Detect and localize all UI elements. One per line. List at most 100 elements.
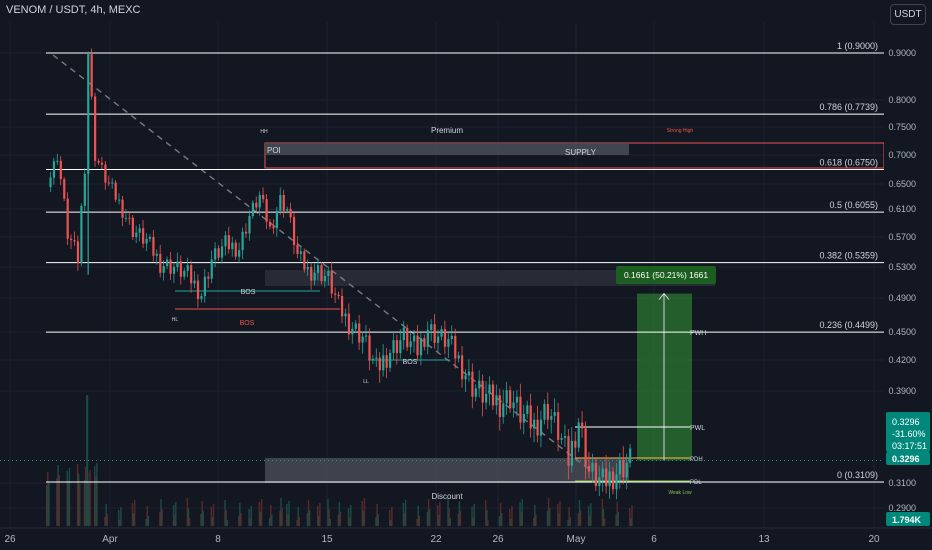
volume-bar: [630, 518, 632, 526]
candle-body: [104, 164, 107, 183]
candle-body: [114, 182, 117, 200]
candle-body: [323, 276, 327, 282]
volume-bar: [557, 504, 559, 526]
volume-bar: [202, 511, 204, 526]
volume-bar: [105, 504, 107, 526]
chart-title: VENOM / USDT, 4h, MEXC: [6, 4, 141, 16]
volume-bar: [66, 471, 68, 526]
candle-body: [162, 266, 165, 273]
fib-level-label: 0 (0.3109): [837, 470, 878, 480]
volume-bar: [448, 508, 450, 526]
candle-body: [570, 440, 573, 466]
candle-body: [450, 335, 453, 339]
candle-body: [330, 270, 333, 294]
candle-body: [63, 179, 66, 199]
volume-bar: [389, 510, 391, 526]
volume-bar: [119, 520, 121, 526]
candle-body: [196, 280, 200, 300]
projection-label-box: [616, 266, 716, 284]
candle-body: [49, 177, 52, 188]
volume-bar: [426, 512, 429, 526]
candle-body: [121, 199, 124, 218]
volume-bar: [307, 500, 310, 526]
volume-bar: [350, 505, 352, 526]
candle-body: [419, 338, 423, 356]
candle-body: [454, 335, 457, 359]
volume-bar: [329, 519, 331, 526]
volume-bar: [84, 467, 87, 526]
candle-body: [622, 460, 625, 478]
volume-bar: [339, 512, 342, 526]
candle-body: [56, 160, 59, 162]
supply-label: SUPPLY: [565, 148, 597, 157]
time-axis-tick: 6: [651, 534, 657, 545]
candle-body: [563, 436, 567, 438]
candle-body: [485, 393, 488, 403]
volume-bar: [260, 499, 263, 526]
volume-bar: [306, 513, 309, 526]
volume-bar: [287, 514, 289, 526]
candle-body: [234, 242, 237, 257]
candle-body: [59, 160, 62, 180]
candle-body: [73, 240, 76, 242]
candle-body: [244, 231, 248, 234]
candle-body: [481, 380, 484, 403]
pwl-label: PWL: [690, 425, 705, 432]
candle-body: [286, 209, 289, 211]
volume-bar: [296, 520, 298, 526]
volume-bar: [337, 515, 339, 526]
volume-bar: [271, 515, 273, 526]
volume-bar: [210, 507, 213, 526]
volume-bar: [83, 480, 86, 526]
discount-label: Discount: [431, 492, 463, 501]
volume-bar: [259, 512, 262, 526]
time-axis-tick: 13: [758, 534, 770, 545]
price-axis-tick: 0.4200: [888, 355, 916, 365]
fib-level-label: 0.5 (0.6055): [829, 200, 878, 210]
volume-bar: [58, 475, 60, 526]
volume-bar: [280, 498, 282, 526]
volume-bar: [172, 505, 175, 526]
pdh-label: PDH: [690, 457, 703, 463]
volume-bar: [212, 504, 215, 526]
candle-body: [148, 237, 152, 239]
currency-selector-button[interactable]: USDT: [890, 4, 926, 25]
candle-body: [546, 403, 549, 420]
candle-body: [502, 403, 505, 417]
candle-body: [413, 335, 416, 342]
volume-bar: [327, 499, 329, 526]
candle-body: [491, 384, 495, 406]
volume-bar: [521, 499, 523, 526]
volume-bar: [279, 511, 281, 526]
candle-body: [591, 462, 594, 472]
volume-bar: [200, 514, 202, 526]
price-axis-tick: 0.7000: [888, 150, 916, 160]
volume-bar: [377, 514, 379, 526]
volume-bar: [186, 498, 189, 526]
volume-bar: [363, 498, 366, 526]
volume-bar: [68, 468, 71, 526]
candle-body: [320, 265, 323, 282]
volume-bar: [577, 513, 580, 526]
candle-body: [224, 235, 227, 247]
fib-level-label: 0.618 (0.6750): [819, 158, 878, 168]
candle-body: [327, 270, 330, 277]
candle-body: [464, 375, 467, 380]
candle-body: [361, 336, 364, 343]
volume-bar: [567, 520, 569, 526]
candle-body: [351, 328, 354, 335]
candles: [49, 48, 632, 500]
candle-body: [495, 395, 498, 406]
volume-bar: [376, 504, 378, 526]
candle-body: [279, 194, 282, 211]
volume-bar: [328, 509, 330, 526]
candle-body: [265, 199, 268, 222]
candle-body: [522, 414, 525, 423]
volume-bar: [239, 503, 241, 526]
candle-body: [536, 419, 539, 436]
candle-body: [100, 162, 104, 165]
volume-bar: [486, 510, 488, 526]
candle-body: [560, 437, 563, 440]
candle-body: [505, 390, 508, 404]
